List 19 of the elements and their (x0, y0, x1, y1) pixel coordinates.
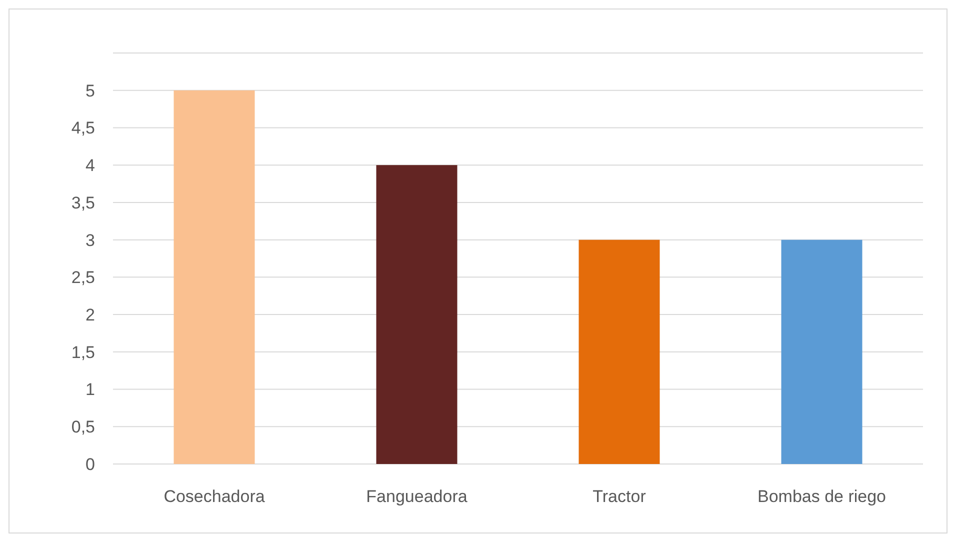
y-tick-label: 3 (86, 230, 95, 250)
bar (578, 240, 660, 464)
y-tick-label: 5 (86, 81, 95, 100)
y-tick-label: 3,5 (71, 193, 95, 212)
bar (174, 90, 255, 464)
x-tick-label: Cosechadora (164, 487, 266, 506)
x-tick-label: Fangueadora (366, 487, 468, 506)
y-tick-label: 2,5 (71, 268, 95, 288)
y-tick-label: 1 (86, 380, 95, 400)
x-tick-label: Tractor (592, 487, 646, 506)
y-tick-label: 1,5 (71, 342, 95, 362)
y-tick-label: 0 (86, 454, 95, 474)
y-tick-label: 0,5 (71, 418, 95, 437)
x-tick-label: Bombas de riego (757, 487, 886, 506)
y-tick-label: 4 (86, 156, 95, 176)
y-tick-label: 2 (86, 305, 95, 324)
bar (781, 240, 862, 464)
y-tick-label: 4,5 (71, 118, 95, 138)
bar (376, 165, 458, 464)
